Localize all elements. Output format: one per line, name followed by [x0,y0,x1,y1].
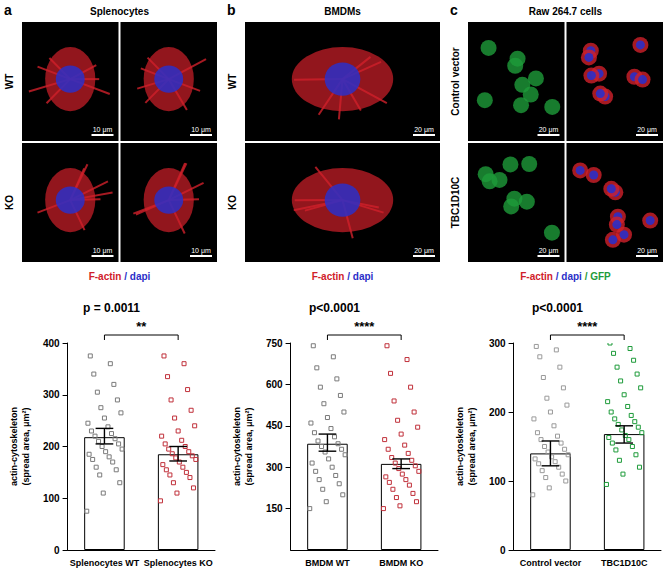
svg-text:200: 200 [43,441,60,452]
svg-text:a: a [4,2,12,18]
svg-text:(spread area, μm²): (spread area, μm²) [244,407,254,485]
svg-text:300: 300 [43,389,60,400]
svg-text:300: 300 [489,338,506,349]
svg-text:0: 0 [500,545,506,556]
svg-text:750: 750 [266,338,283,349]
svg-text:c: c [450,2,458,18]
svg-text:100: 100 [43,493,60,504]
svg-text:actin-cytoskeleton: actin-cytoskeleton [455,407,465,486]
svg-text:10 μm: 10 μm [191,247,211,255]
svg-text:Control vector: Control vector [450,47,461,115]
svg-text:20 μm: 20 μm [414,126,434,134]
svg-text:b: b [227,2,236,18]
svg-text:p<0.0001: p<0.0001 [309,301,360,315]
svg-text:200: 200 [489,407,506,418]
svg-text:20 μm: 20 μm [637,247,657,255]
svg-text:20 μm: 20 μm [414,247,434,255]
svg-text:actin-cytoskeleton: actin-cytoskeleton [9,407,19,486]
svg-text:0: 0 [54,545,60,556]
svg-text:WT: WT [227,74,238,90]
svg-text:Splenocytes: Splenocytes [90,6,149,17]
svg-text:WT: WT [4,74,15,90]
svg-text:actin-cytoskeleton: actin-cytoskeleton [232,407,242,486]
svg-text:F-actin / dapi / GFP: F-actin / dapi / GFP [520,271,611,282]
svg-text:KO: KO [4,195,15,210]
svg-text:F-actin / dapi: F-actin / dapi [312,271,374,282]
svg-text:****: **** [577,319,598,334]
svg-text:**: ** [136,319,147,334]
svg-text:KO: KO [227,195,238,210]
svg-text:300: 300 [266,462,283,473]
svg-text:BMDMs: BMDMs [324,6,361,17]
svg-text:Control vector: Control vector [520,558,582,568]
svg-text:20 μm: 20 μm [539,247,559,255]
svg-text:TBC1D10C: TBC1D10C [450,177,461,229]
svg-text:150: 150 [266,503,283,514]
svg-text:100: 100 [489,476,506,487]
svg-text:450: 450 [266,420,283,431]
svg-text:10 μm: 10 μm [191,126,211,134]
svg-text:Raw 264.7 cells: Raw 264.7 cells [529,6,603,17]
svg-text:600: 600 [266,379,283,390]
svg-text:p<0.0001: p<0.0001 [532,301,583,315]
svg-text:400: 400 [43,338,60,349]
svg-text:p = 0.0011: p = 0.0011 [83,301,140,315]
svg-text:F-actin / dapi: F-actin / dapi [89,271,151,282]
svg-text:****: **** [354,319,375,334]
svg-text:(spread area, μm²): (spread area, μm²) [21,407,31,485]
svg-text:20 μm: 20 μm [637,126,657,134]
svg-text:10 μm: 10 μm [93,126,113,134]
svg-text:20 μm: 20 μm [539,126,559,134]
svg-text:10 μm: 10 μm [93,247,113,255]
svg-text:Splenocytes WT: Splenocytes WT [70,558,140,568]
svg-text:TBC1D10C: TBC1D10C [601,558,648,568]
svg-text:Splenocytes KO: Splenocytes KO [144,558,213,568]
svg-text:BMDM WT: BMDM WT [305,558,350,568]
svg-text:(spread area, μm²): (spread area, μm²) [467,407,477,485]
svg-text:BMDM KO: BMDM KO [379,558,423,568]
